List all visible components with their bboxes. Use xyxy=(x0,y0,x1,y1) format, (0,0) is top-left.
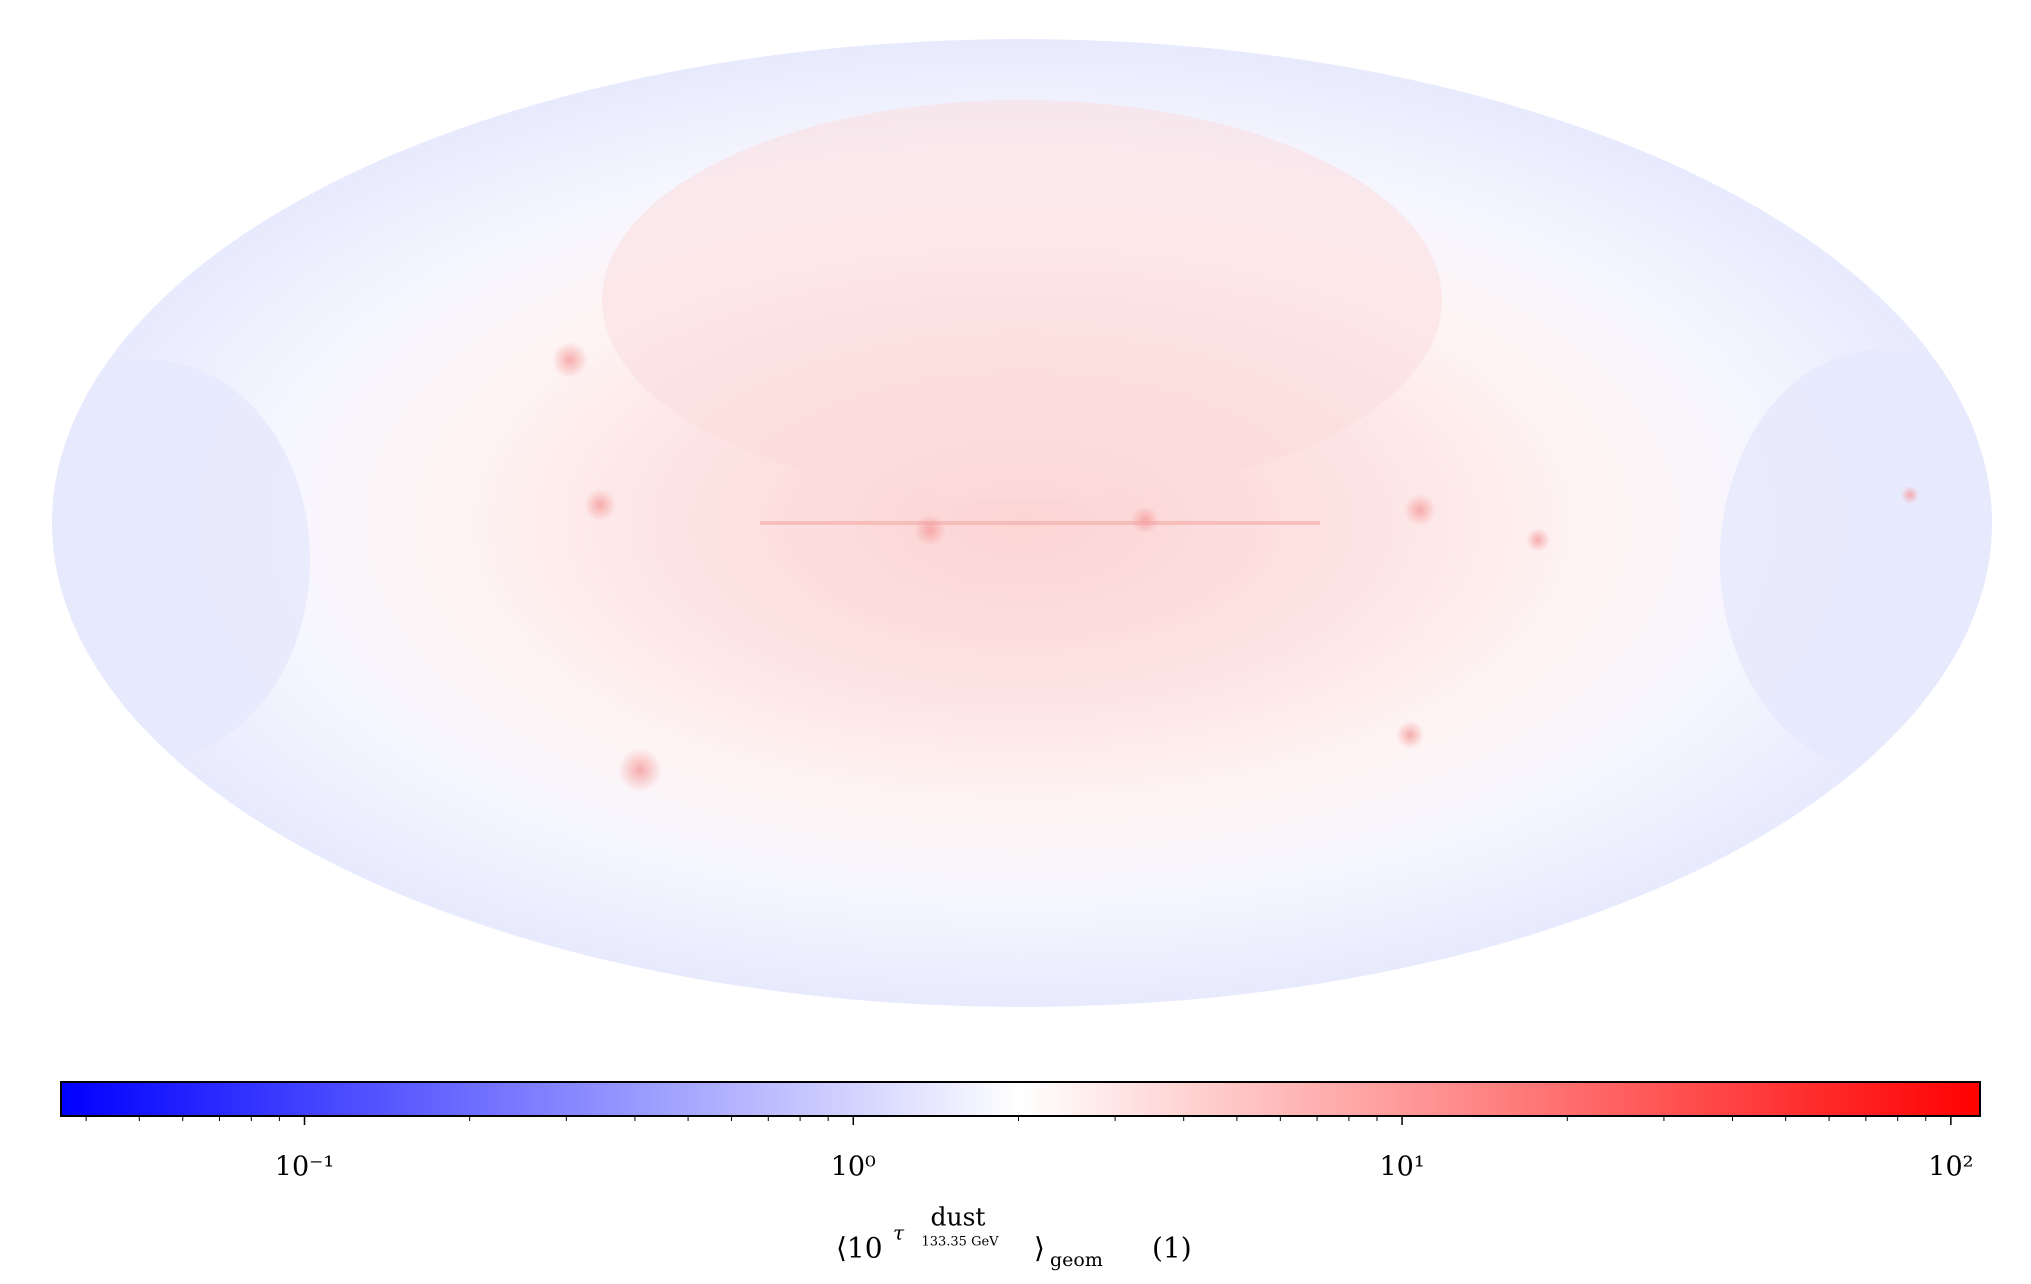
sky-map xyxy=(52,39,1992,1007)
label-suffix: geom xyxy=(1050,1249,1103,1271)
label-close: ⟩ xyxy=(1034,1232,1045,1265)
colorbar-label: ⟨10 τ dust 133.35 GeV ⟩ geom (1) xyxy=(836,1203,1192,1272)
label-superscript: dust xyxy=(931,1203,986,1232)
tick-label: 10⁰ xyxy=(831,1152,876,1183)
colorbar xyxy=(60,1081,1981,1117)
label-exponent: τ xyxy=(893,1221,905,1245)
colorbar-ticks: 10⁻¹ 10⁰ 10¹ 10² xyxy=(85,1116,1973,1183)
label-open: ⟨10 xyxy=(836,1232,883,1265)
tick-label: 10² xyxy=(1928,1152,1973,1183)
label-unit: (1) xyxy=(1152,1232,1192,1265)
tick-label: 10⁻¹ xyxy=(275,1152,334,1183)
label-subscript: 133.35 GeV xyxy=(921,1235,999,1250)
tick-label: 10¹ xyxy=(1379,1152,1424,1183)
